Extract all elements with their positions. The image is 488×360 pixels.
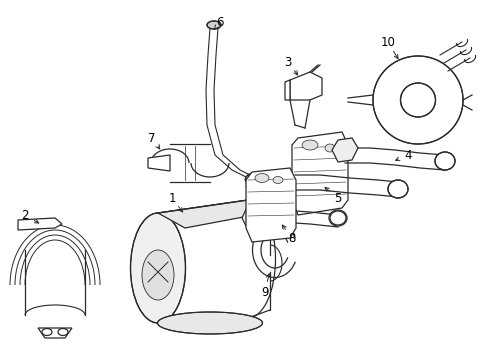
Polygon shape [18,218,62,230]
Text: 9: 9 [261,285,268,298]
Polygon shape [291,132,347,215]
Polygon shape [242,202,267,230]
Ellipse shape [142,250,174,300]
Text: 2: 2 [21,208,29,221]
Polygon shape [148,155,170,171]
Ellipse shape [272,176,283,184]
Ellipse shape [434,152,454,170]
Ellipse shape [302,140,317,150]
Text: 4: 4 [404,149,411,162]
Ellipse shape [387,180,407,198]
Polygon shape [38,328,72,338]
Text: 1: 1 [168,192,175,204]
Ellipse shape [400,83,435,117]
Ellipse shape [328,210,346,226]
Ellipse shape [254,174,268,183]
Ellipse shape [372,56,462,144]
Text: 6: 6 [216,15,224,28]
Text: 5: 5 [334,192,341,204]
Polygon shape [289,72,321,100]
Polygon shape [158,200,269,228]
Text: 7: 7 [148,131,156,144]
Polygon shape [245,168,295,242]
Text: 8: 8 [288,231,295,244]
Ellipse shape [130,213,185,323]
Text: 3: 3 [284,55,291,68]
Ellipse shape [245,173,258,183]
Polygon shape [285,80,289,100]
Ellipse shape [157,312,262,334]
Ellipse shape [325,144,334,152]
Ellipse shape [206,21,221,29]
Polygon shape [331,138,357,162]
Text: 10: 10 [380,36,395,49]
